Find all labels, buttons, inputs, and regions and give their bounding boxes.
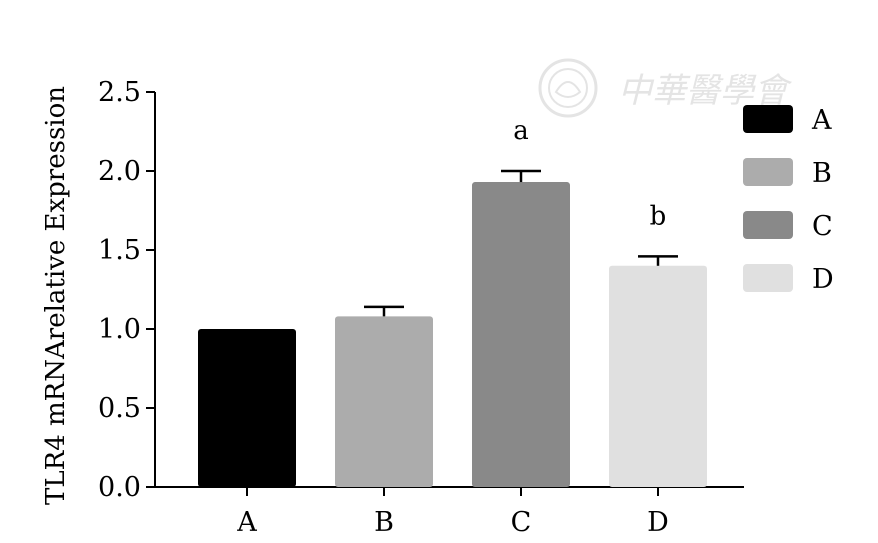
legend-swatch-C xyxy=(743,211,793,239)
y-tick-label: 0.5 xyxy=(98,393,141,424)
x-tick-label: B xyxy=(374,507,394,538)
watermark: 中華醫學會 xyxy=(538,58,793,118)
bar-B xyxy=(335,316,433,487)
legend-swatch-A xyxy=(743,105,793,133)
y-axis-title: TLR4 mRNArelative Expression xyxy=(41,86,71,505)
x-tick-label: C xyxy=(511,507,532,538)
watermark-text: 中華醫學會 xyxy=(618,71,793,111)
bar-A xyxy=(198,329,296,487)
legend-label-A: A xyxy=(811,105,832,136)
x-tick-label: D xyxy=(647,507,669,538)
x-tick-label: A xyxy=(236,507,257,538)
significance-label-D: b xyxy=(650,201,667,231)
y-tick-label: 0.0 xyxy=(98,472,141,503)
y-tick-label: 2.0 xyxy=(98,156,141,187)
bar-D xyxy=(609,265,707,487)
bars: ab xyxy=(198,116,707,487)
legend-swatch-D xyxy=(743,264,793,292)
legend-label-B: B xyxy=(812,158,832,189)
watermark-seal-icon xyxy=(538,58,598,118)
y-tick-label: 1.0 xyxy=(98,314,141,345)
legend-label-D: D xyxy=(812,264,834,295)
significance-label-C: a xyxy=(513,116,529,146)
y-tick-label: 2.5 xyxy=(98,77,141,108)
legend-swatch-B xyxy=(743,158,793,186)
axes: 0.0 0.5 1.0 1.5 2.0 2.5 A B C D xyxy=(98,77,744,538)
bar-C xyxy=(472,182,570,487)
legend-label-C: C xyxy=(812,211,833,242)
y-tick-label: 1.5 xyxy=(98,235,141,266)
